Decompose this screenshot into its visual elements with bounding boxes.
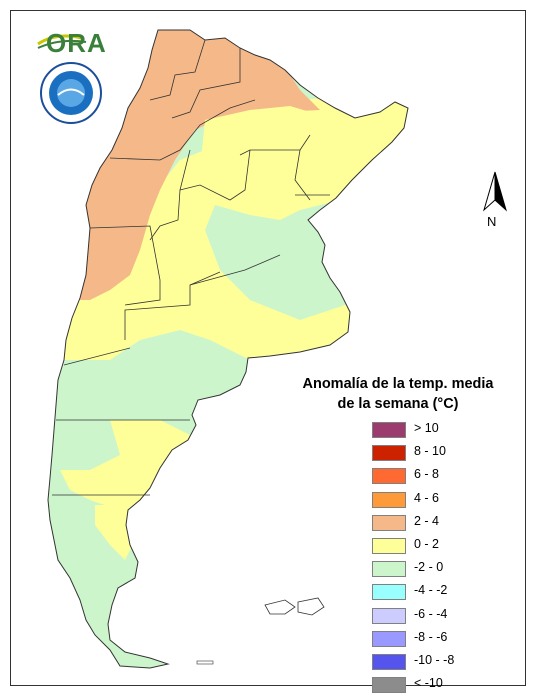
legend-label: 2 - 4 — [414, 513, 440, 528]
legend-swatch — [372, 584, 406, 601]
legend-swatch — [372, 491, 406, 508]
legend-swatch — [372, 445, 406, 462]
legend-swatch — [372, 653, 406, 670]
ora-logo-text: ORA — [46, 28, 107, 58]
legend-title: Anomalía de la temp. media de la semana … — [286, 374, 510, 414]
legend-swatch — [372, 561, 406, 578]
legend-swatch — [372, 422, 406, 438]
neutral-warm-zone — [60, 90, 408, 360]
legend-label: 0 - 2 — [414, 536, 440, 551]
legend-swatch — [372, 514, 406, 531]
map-frame — [10, 10, 526, 686]
legend-label: 6 - 8 — [414, 467, 440, 482]
ora-logo — [37, 34, 87, 49]
legend-swatch — [372, 537, 406, 554]
legend-label: -6 - -4 — [414, 606, 448, 621]
legend-label: < -10 — [414, 676, 443, 691]
neutral-warm-patch-patagonia — [95, 505, 135, 560]
legend-label: -2 - 0 — [414, 560, 444, 575]
legend-swatch — [372, 468, 406, 485]
isla-de-los-estados — [196, 660, 214, 665]
legend-swatch — [372, 630, 406, 647]
legend-label: > 10 — [414, 421, 439, 435]
legend-label: -10 - -8 — [414, 652, 455, 667]
smn-seal-icon — [40, 62, 102, 124]
legend-swatch — [372, 607, 406, 624]
legend-swatch — [372, 677, 406, 694]
legend-label: 8 - 10 — [414, 444, 446, 459]
legend-label: -4 - -2 — [414, 583, 448, 598]
province-borders — [52, 39, 330, 496]
legend-title-line1: Anomalía de la temp. media — [302, 376, 494, 392]
north-arrow-icon — [483, 171, 507, 212]
legend-title-line2: de la semana (°C) — [337, 396, 459, 412]
malvinas-islands — [264, 597, 325, 616]
legend-label: -8 - -6 — [414, 629, 448, 644]
neutral-warm-wedge — [200, 106, 330, 185]
legend-label: 4 - 6 — [414, 490, 440, 505]
north-label: N — [487, 214, 497, 229]
